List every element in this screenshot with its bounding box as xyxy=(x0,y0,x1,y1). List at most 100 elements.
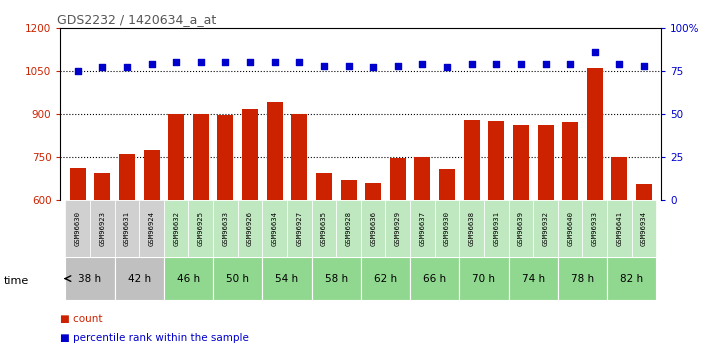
Bar xyxy=(287,200,311,257)
Bar xyxy=(607,200,631,257)
Bar xyxy=(139,200,164,257)
Bar xyxy=(582,200,607,257)
Point xyxy=(220,59,231,65)
Text: ■ count: ■ count xyxy=(60,314,103,324)
Text: GSM96630: GSM96630 xyxy=(75,211,80,246)
Bar xyxy=(533,200,558,257)
Point xyxy=(614,61,625,67)
Point xyxy=(146,61,157,67)
Text: time: time xyxy=(4,276,29,286)
Bar xyxy=(562,122,578,345)
Text: GSM96928: GSM96928 xyxy=(346,211,351,246)
Bar xyxy=(262,257,311,300)
Bar xyxy=(311,257,361,300)
Text: 58 h: 58 h xyxy=(325,274,348,284)
Bar xyxy=(292,114,307,345)
Text: GSM96636: GSM96636 xyxy=(370,211,376,246)
Bar xyxy=(114,257,164,300)
Bar xyxy=(316,173,332,345)
Bar xyxy=(390,158,406,345)
Bar xyxy=(70,168,85,345)
Bar xyxy=(385,200,410,257)
Text: 70 h: 70 h xyxy=(472,274,496,284)
Bar xyxy=(341,180,356,345)
Bar xyxy=(90,200,114,257)
Text: GSM96632: GSM96632 xyxy=(173,211,179,246)
Bar xyxy=(262,200,287,257)
Point xyxy=(72,68,83,73)
Bar xyxy=(311,200,336,257)
Text: GSM96637: GSM96637 xyxy=(419,211,425,246)
Text: GSM96635: GSM96635 xyxy=(321,211,327,246)
Bar xyxy=(558,257,607,300)
Point xyxy=(466,61,477,67)
Bar xyxy=(237,200,262,257)
Bar xyxy=(587,68,603,345)
Point xyxy=(417,61,428,67)
Point xyxy=(269,59,280,65)
Bar xyxy=(218,115,233,345)
Text: 66 h: 66 h xyxy=(423,274,447,284)
Bar xyxy=(213,257,262,300)
Text: GSM96641: GSM96641 xyxy=(616,211,622,246)
Bar xyxy=(365,184,381,345)
Text: 78 h: 78 h xyxy=(571,274,594,284)
Text: GSM96932: GSM96932 xyxy=(542,211,548,246)
Bar xyxy=(213,200,237,257)
Bar xyxy=(508,200,533,257)
Text: 82 h: 82 h xyxy=(620,274,643,284)
Bar xyxy=(434,200,459,257)
Bar xyxy=(484,200,508,257)
Point xyxy=(294,59,305,65)
Point xyxy=(515,61,527,67)
Text: GSM96931: GSM96931 xyxy=(493,211,499,246)
Bar xyxy=(464,120,480,345)
Bar xyxy=(631,200,656,257)
Point xyxy=(319,63,330,68)
Bar xyxy=(144,150,159,345)
Point xyxy=(540,61,551,67)
Text: GSM96933: GSM96933 xyxy=(592,211,598,246)
Bar xyxy=(410,257,459,300)
Bar xyxy=(508,257,558,300)
Text: ■ percentile rank within the sample: ■ percentile rank within the sample xyxy=(60,333,250,343)
Point xyxy=(171,59,182,65)
Text: GSM96639: GSM96639 xyxy=(518,211,524,246)
Point xyxy=(589,49,600,55)
Point xyxy=(565,61,576,67)
Bar xyxy=(336,200,361,257)
Point xyxy=(491,61,502,67)
Point xyxy=(245,59,256,65)
Text: GSM96927: GSM96927 xyxy=(296,211,302,246)
Point xyxy=(343,63,354,68)
Bar xyxy=(513,125,529,345)
Text: GDS2232 / 1420634_a_at: GDS2232 / 1420634_a_at xyxy=(58,13,217,27)
Text: 62 h: 62 h xyxy=(374,274,397,284)
Point xyxy=(368,65,379,70)
Bar xyxy=(193,115,209,345)
Bar xyxy=(415,157,430,345)
Bar xyxy=(65,257,114,300)
Point xyxy=(195,59,206,65)
Point xyxy=(122,65,133,70)
Text: GSM96925: GSM96925 xyxy=(198,211,204,246)
Point xyxy=(392,63,403,68)
Bar xyxy=(459,257,508,300)
Bar xyxy=(439,169,455,345)
Bar xyxy=(164,257,213,300)
Text: 74 h: 74 h xyxy=(522,274,545,284)
Point xyxy=(442,65,453,70)
Text: 42 h: 42 h xyxy=(128,274,151,284)
Bar xyxy=(361,200,385,257)
Point xyxy=(97,65,108,70)
Text: GSM96923: GSM96923 xyxy=(100,211,105,246)
Text: GSM96929: GSM96929 xyxy=(395,211,401,246)
Bar xyxy=(114,200,139,257)
Bar xyxy=(558,200,582,257)
Bar xyxy=(607,257,656,300)
Bar xyxy=(95,173,110,345)
Bar xyxy=(636,184,652,345)
Text: 54 h: 54 h xyxy=(275,274,299,284)
Text: GSM96631: GSM96631 xyxy=(124,211,130,246)
Text: GSM96930: GSM96930 xyxy=(444,211,450,246)
